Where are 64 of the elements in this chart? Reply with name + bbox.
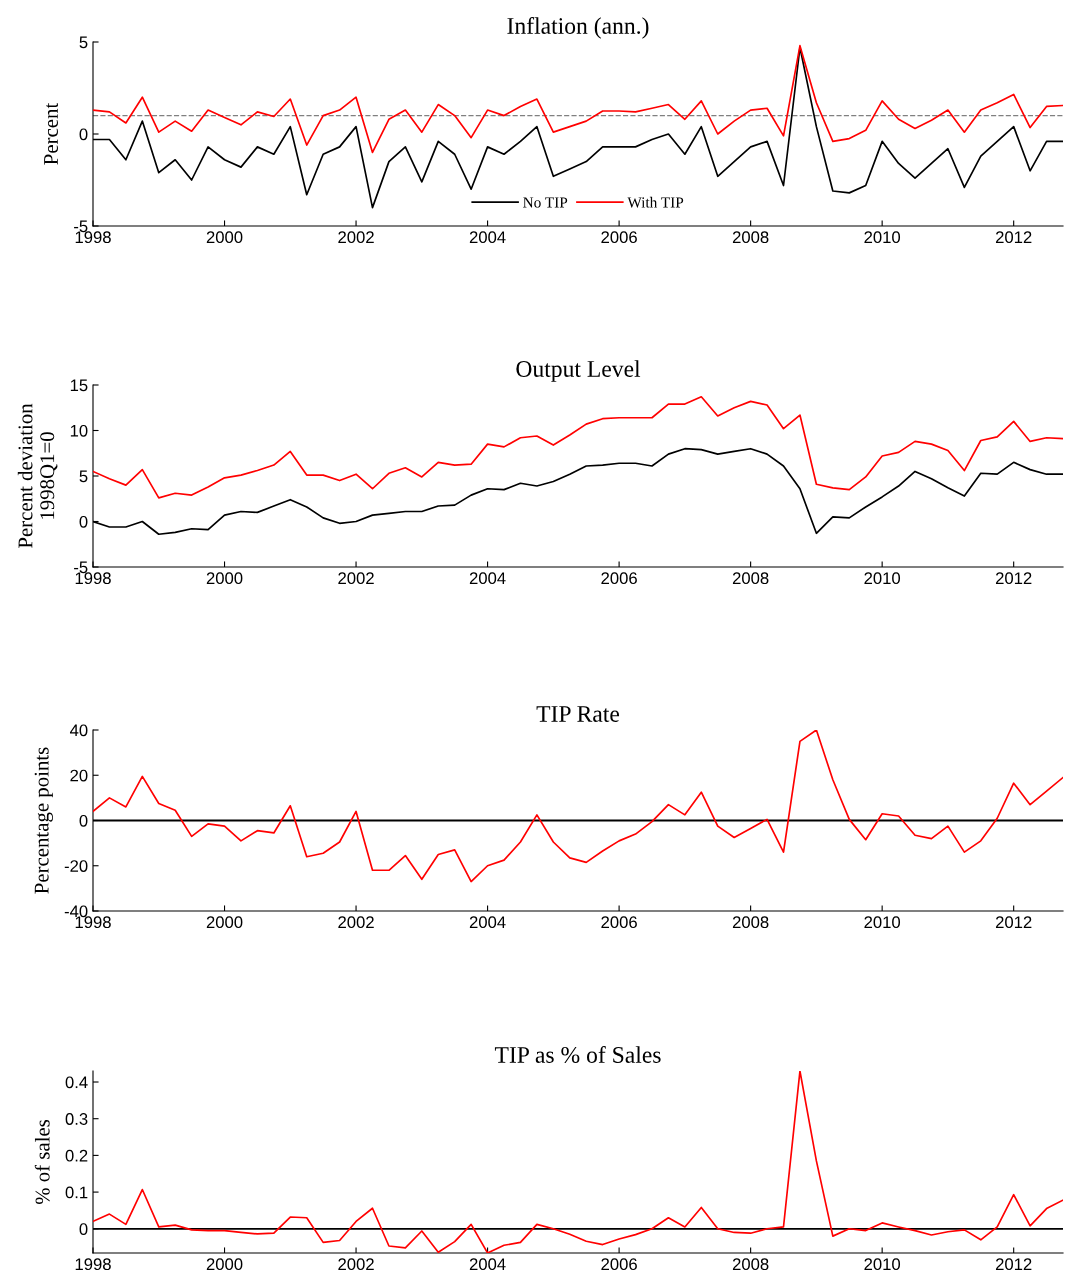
- y-axis-title: % of sales: [34, 1119, 50, 1205]
- x-tick-label: 2004: [469, 916, 506, 929]
- line-series: [93, 395, 1063, 499]
- x-tick-label: 2010: [864, 916, 901, 929]
- x-tick-label: 2004: [469, 572, 506, 585]
- x-tick-label: 2012: [995, 572, 1032, 585]
- legend-label: With TIP: [627, 196, 684, 208]
- y-tick-label: 0.4: [65, 1076, 88, 1089]
- x-tick-label: 2008: [732, 231, 769, 244]
- y-tick-label: 5: [79, 470, 88, 483]
- y-tick-label: 15: [70, 379, 88, 392]
- x-tick-label: 2006: [601, 1258, 637, 1271]
- x-tick-label: 2006: [601, 916, 637, 929]
- legend-label: No TIP: [523, 197, 568, 208]
- y-tick-label: -5: [74, 220, 88, 233]
- x-tick-label: 2002: [338, 231, 374, 244]
- y-tick-label: -20: [64, 860, 88, 872]
- x-tick-label: 1998: [75, 1258, 111, 1271]
- x-tick-label: 2000: [206, 916, 243, 929]
- x-tick-label: 2012: [995, 916, 1032, 929]
- x-tick-label: 2008: [732, 1258, 769, 1271]
- x-tick-label: 2004: [469, 1258, 506, 1271]
- x-tick-label: 2008: [732, 572, 769, 585]
- x-tick-label: 2006: [601, 231, 637, 244]
- x-tick-label: 1998: [75, 231, 111, 244]
- x-tick-label: 1998: [75, 572, 111, 585]
- chart-title: TIP as % of Sales: [494, 1046, 661, 1063]
- y-tick-label: 0.3: [65, 1113, 88, 1125]
- x-tick-label: 2006: [601, 572, 637, 585]
- x-tick-label: 2010: [864, 231, 901, 244]
- x-tick-label: 2010: [864, 1258, 901, 1271]
- y-axis-title: Percent: [44, 102, 58, 165]
- y-axis-title: Percentage points: [34, 747, 53, 894]
- x-tick-label: 2012: [995, 231, 1032, 244]
- chart-title: Inflation (ann.): [507, 17, 649, 39]
- chart-title: Output Level: [516, 360, 641, 382]
- x-tick-label: 2002: [338, 916, 374, 929]
- y-tick-label: 0: [79, 128, 88, 141]
- y-tick-label: 5: [79, 36, 88, 49]
- y-tick-label: -5: [74, 561, 88, 574]
- y-tick-label: 0.2: [65, 1149, 88, 1162]
- y-tick-label: 0.1: [65, 1186, 88, 1199]
- x-tick-label: 2000: [206, 572, 243, 585]
- x-tick-label: 2012: [995, 1258, 1032, 1271]
- y-tick-label: 20: [70, 769, 88, 782]
- x-tick-label: 2002: [338, 572, 374, 585]
- y-tick-label: 40: [69, 724, 88, 737]
- line-series: [93, 1071, 1063, 1253]
- y-tick-label: 0: [79, 814, 88, 827]
- x-tick-label: 1998: [75, 916, 111, 929]
- y-tick-label: 10: [70, 424, 88, 437]
- y-tick-label: 0: [79, 1223, 88, 1235]
- x-tick-label: 2010: [864, 572, 901, 585]
- line-series: [93, 44, 1063, 154]
- x-tick-label: 2002: [338, 1258, 374, 1271]
- y-tick-label: -40: [64, 905, 88, 918]
- x-tick-label: 2004: [469, 231, 506, 244]
- y-axis-title: Percent deviation 1998Q1=0: [17, 403, 58, 548]
- y-tick-label: 0: [79, 515, 88, 528]
- x-tick-label: 2000: [206, 231, 243, 244]
- x-tick-label: 2008: [732, 916, 769, 929]
- chart-title: TIP Rate: [536, 706, 620, 722]
- line-series: [93, 730, 1063, 883]
- x-tick-label: 2000: [206, 1258, 243, 1271]
